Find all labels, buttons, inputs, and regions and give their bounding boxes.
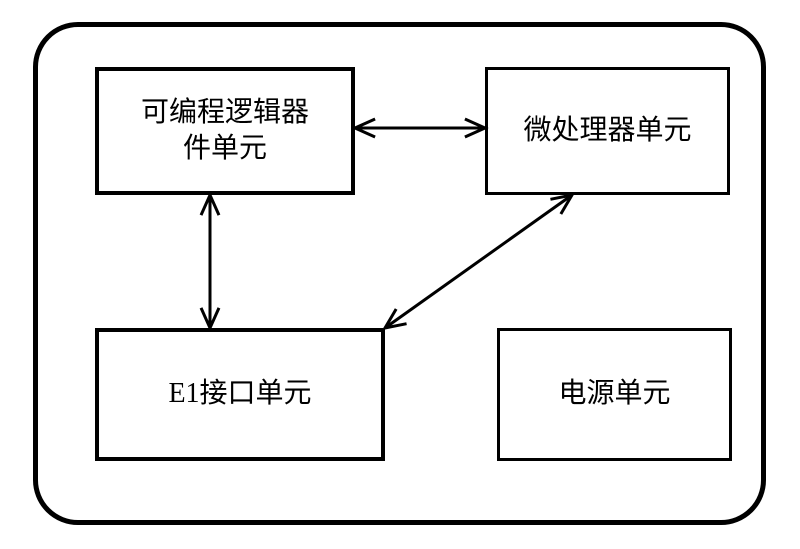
node-power-label: 电源单元 [558, 376, 670, 412]
node-mpu-label: 微处理器单元 [523, 113, 691, 149]
node-e1: E1接口单元 [95, 328, 385, 461]
node-mpu: 微处理器单元 [485, 67, 730, 195]
node-power: 电源单元 [497, 328, 732, 461]
node-pld-label: 可编程逻辑器件单元 [141, 95, 309, 168]
node-e1-label: E1接口单元 [168, 376, 311, 412]
node-pld: 可编程逻辑器件单元 [95, 67, 355, 195]
